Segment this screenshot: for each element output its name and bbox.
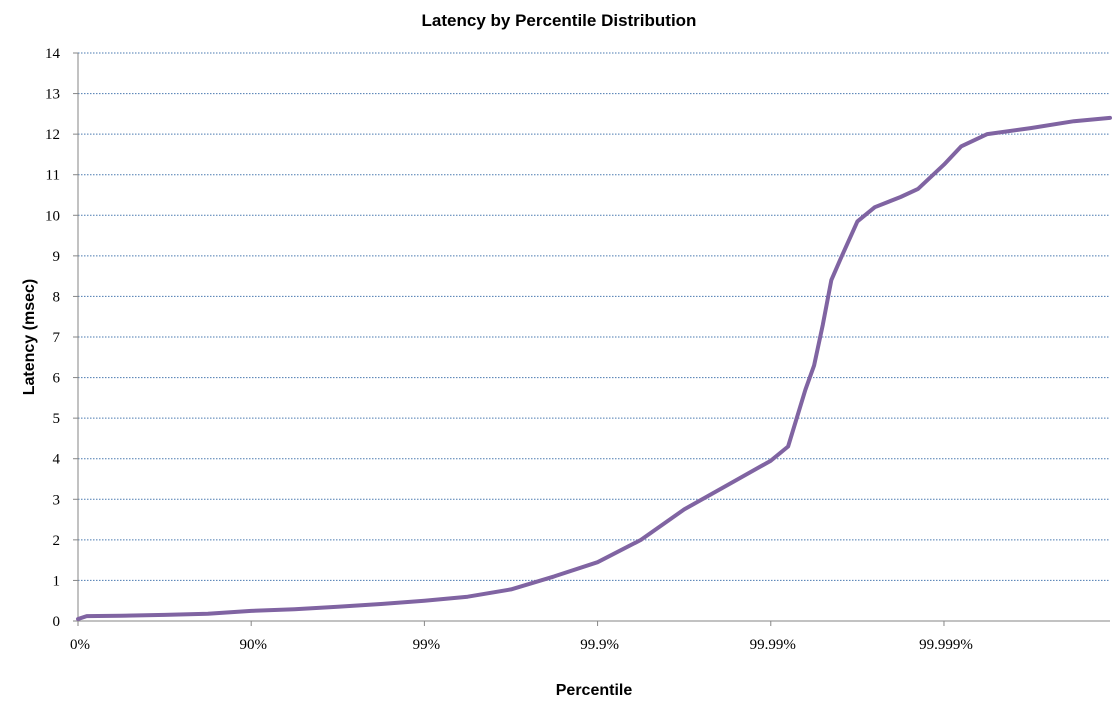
y-tick-label: 2	[53, 533, 61, 549]
y-tick-label: 0	[53, 614, 61, 630]
y-tick-label: 8	[53, 289, 61, 305]
x-axis-ticks: 0% 90% 99% 99.9% 99.99% 99.999%	[70, 621, 973, 653]
y-tick-label: 10	[45, 208, 60, 224]
y-tick-label: 6	[53, 371, 61, 387]
y-tick-label: 14	[45, 46, 61, 62]
x-axis-label: Percentile	[556, 682, 633, 699]
y-tick-label: 13	[45, 87, 60, 103]
x-tick-label: 90%	[239, 637, 267, 653]
y-tick-label: 12	[45, 127, 60, 143]
x-tick-label: 0%	[70, 637, 90, 653]
y-tick-label: 4	[53, 452, 61, 468]
y-tick-label: 3	[53, 492, 61, 508]
y-tick-label: 5	[53, 411, 61, 427]
y-axis-label: Latency (msec)	[21, 279, 38, 396]
x-tick-label: 99.9%	[580, 637, 619, 653]
gridlines	[78, 52, 1110, 581]
y-tick-label: 9	[53, 249, 61, 265]
x-tick-label: 99%	[413, 637, 441, 653]
latency-series-line	[76, 115, 1112, 621]
x-tick-label: 99.999%	[919, 637, 973, 653]
x-tick-label: 99.99%	[750, 637, 796, 653]
y-tick-label: 7	[53, 330, 61, 346]
chart-title: Latency by Percentile Distribution	[422, 11, 697, 30]
y-tick-label: 1	[53, 573, 61, 589]
y-tick-label: 11	[46, 168, 60, 184]
